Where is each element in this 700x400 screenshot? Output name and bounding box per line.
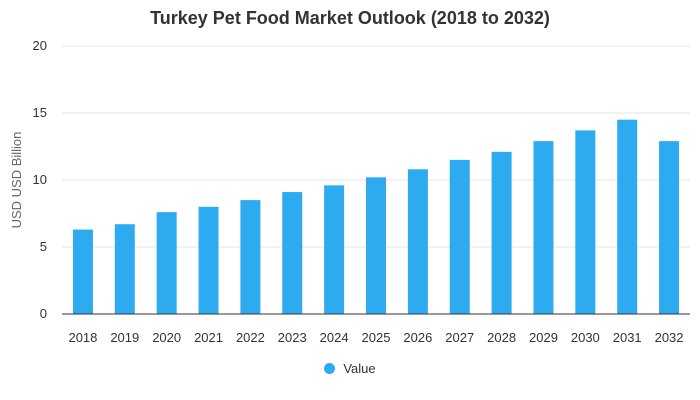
legend[interactable]: Value (0, 361, 700, 376)
bar[interactable] (198, 206, 219, 314)
bar[interactable] (156, 212, 177, 314)
bar[interactable] (366, 177, 386, 314)
x-tick-label: 2024 (320, 330, 349, 345)
y-tick-label: 15 (33, 105, 47, 120)
x-tick-label: 2023 (278, 330, 307, 345)
x-tick-label: 2025 (362, 330, 391, 345)
y-tick-label: 5 (40, 239, 47, 254)
y-tick-label: 10 (33, 172, 47, 187)
legend-label: Value (343, 361, 376, 376)
x-tick-label: 2018 (68, 330, 97, 345)
x-tick-label: 2028 (487, 330, 516, 345)
chart-title: Turkey Pet Food Market Outlook (2018 to … (150, 8, 550, 28)
y-tick-label: 20 (33, 38, 47, 53)
y-axis-label: USD USD Billion (9, 132, 24, 229)
bar[interactable] (575, 130, 596, 314)
bar[interactable] (659, 141, 680, 314)
bar[interactable] (72, 229, 93, 314)
x-tick-label: 2021 (194, 330, 223, 345)
x-tick-label: 2031 (613, 330, 642, 345)
y-axis-ticks: 0 5 10 15 20 (33, 38, 47, 321)
x-tick-label: 2026 (403, 330, 432, 345)
bar[interactable] (114, 224, 135, 314)
bar[interactable] (282, 192, 303, 314)
bars (72, 119, 680, 314)
bar[interactable] (324, 185, 345, 314)
bar[interactable] (491, 151, 512, 314)
x-tick-label: 2029 (529, 330, 558, 345)
bar[interactable] (533, 141, 554, 314)
x-axis-ticks: 2018 2019 2020 2021 2022 2023 2024 2025 2026 2027… (68, 330, 683, 345)
x-tick-label: 2019 (110, 330, 139, 345)
x-tick-label: 2032 (655, 330, 684, 345)
bar[interactable] (240, 200, 261, 314)
bar[interactable] (407, 169, 428, 314)
x-tick-label: 2022 (236, 330, 265, 345)
bar[interactable] (449, 159, 470, 314)
legend-marker-icon (324, 363, 336, 374)
x-tick-label: 2030 (571, 330, 600, 345)
y-tick-label: 0 (40, 306, 47, 321)
x-tick-label: 2020 (152, 330, 181, 345)
bar[interactable] (617, 119, 638, 314)
x-tick-label: 2027 (445, 330, 474, 345)
